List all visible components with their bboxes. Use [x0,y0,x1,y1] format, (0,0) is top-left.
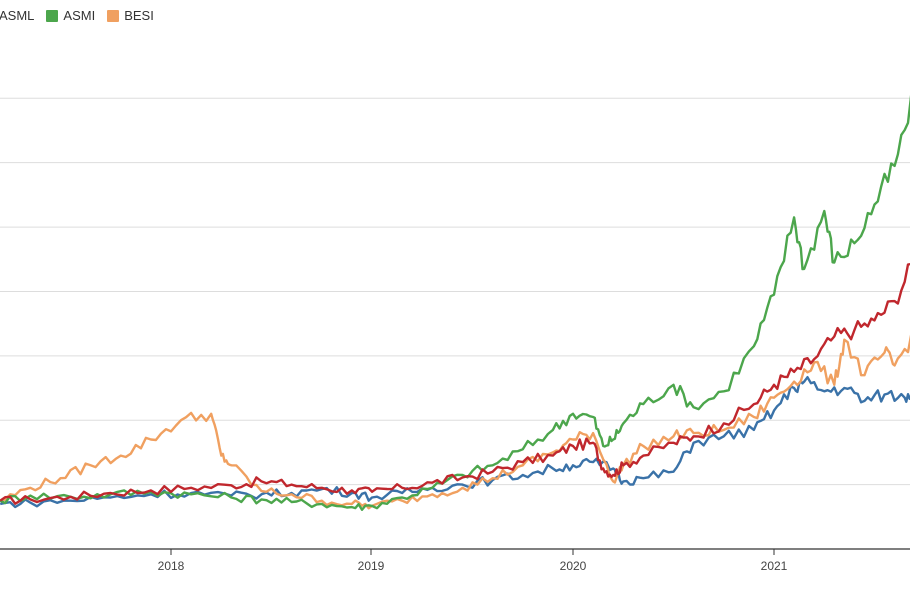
gridlines [0,97,910,550]
x-axis: 2018 2019 2020 2021 [0,548,910,573]
legend-label: BESI [124,8,154,23]
legend-swatch [46,9,59,22]
legend-item-asmi[interactable]: ASMI [46,8,95,23]
legend-swatch [107,9,120,22]
legend-label: ASML [0,8,35,23]
x-tick-label: 2020 [560,559,587,573]
series-line-asmi [0,94,910,511]
series-line-asml [0,262,910,505]
series-line-besi [0,334,910,510]
series-lines [0,94,910,511]
legend-item-besi[interactable]: BESI [107,8,154,23]
x-tick-label: 2021 [761,559,788,573]
x-tick-label: 2019 [358,559,385,573]
legend-item-asml[interactable]: ASML [0,8,34,23]
x-tick-label: 2018 [158,559,185,573]
chart-legend: ASML ASMI BESI [0,8,166,23]
legend-label: ASMI [63,8,96,23]
